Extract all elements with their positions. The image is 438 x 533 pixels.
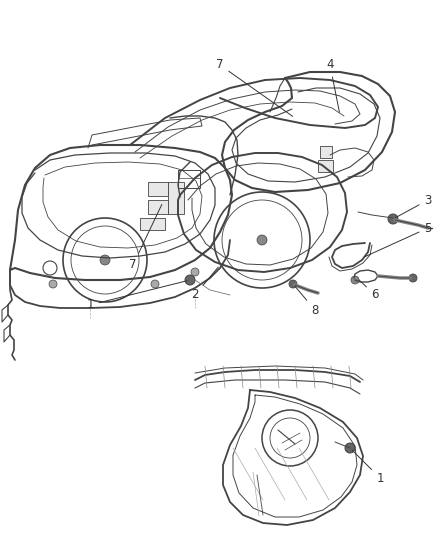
Text: 1: 1 xyxy=(86,281,187,311)
Text: 5: 5 xyxy=(364,222,432,257)
Circle shape xyxy=(191,268,199,276)
Text: 2: 2 xyxy=(191,267,218,302)
Bar xyxy=(168,182,184,214)
Circle shape xyxy=(100,255,110,265)
Text: 6: 6 xyxy=(359,280,379,302)
Text: 7: 7 xyxy=(216,59,293,116)
Circle shape xyxy=(351,276,359,284)
Circle shape xyxy=(388,214,398,224)
Circle shape xyxy=(151,280,159,288)
Text: 1: 1 xyxy=(352,450,384,484)
Circle shape xyxy=(345,443,355,453)
Text: 8: 8 xyxy=(295,286,319,317)
Bar xyxy=(148,182,168,196)
Bar xyxy=(178,170,200,188)
Bar xyxy=(318,160,333,172)
Text: 4: 4 xyxy=(326,59,339,112)
Bar xyxy=(320,146,332,158)
Circle shape xyxy=(289,280,297,288)
Bar xyxy=(140,218,165,230)
Circle shape xyxy=(409,274,417,282)
Circle shape xyxy=(185,275,195,285)
Circle shape xyxy=(257,235,267,245)
Bar xyxy=(148,200,168,214)
Circle shape xyxy=(49,280,57,288)
Text: 3: 3 xyxy=(396,193,432,217)
Text: 7: 7 xyxy=(129,205,162,271)
